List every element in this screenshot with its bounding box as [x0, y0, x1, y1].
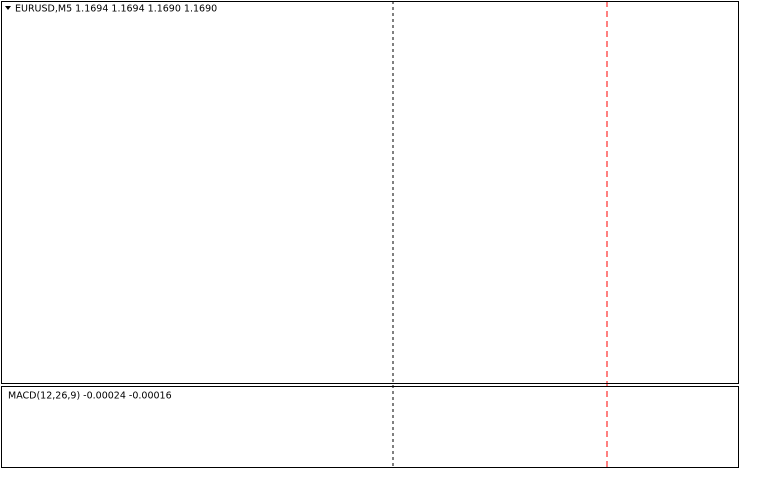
menu-icon[interactable] [5, 6, 11, 10]
macd-title: MACD(12,26,9) -0.00024 -0.00016 [8, 391, 172, 402]
price-frame [1, 1, 739, 384]
chart-title: EURUSD,M5 1.1694 1.1694 1.1690 1.1690 [15, 4, 217, 15]
macd-frame [1, 386, 739, 468]
